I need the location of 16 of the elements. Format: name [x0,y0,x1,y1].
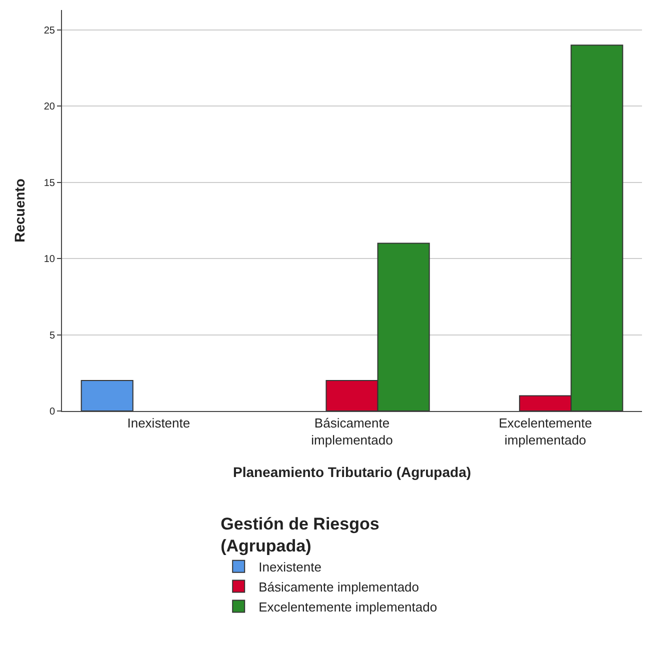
legend-label: Excelentemente implementado [258,599,438,614]
y-axis-title: Recuento [11,178,28,242]
legend-label: Inexistente [258,559,322,574]
bar [80,380,134,411]
x-axis-title: Planeamiento Tributario (Agrupada) [232,464,472,480]
y-tick-label: 10 [44,254,56,266]
legend-title: Gestión de Riesgos (Agrupada) [220,514,380,556]
y-tick-label: 0 [49,406,56,418]
x-tick-label: Básicamente implementado [311,416,393,448]
legend-label: Básicamente implementado [258,579,420,594]
x-tick-label: Excelentemente implementado [498,416,592,448]
y-tick-label: 20 [44,102,56,113]
y-tick-label: 5 [49,330,56,342]
y-tick-label: 15 [44,178,56,189]
x-tick-label: Inexistente [127,416,190,431]
y-tick-label: 25 [44,25,56,36]
